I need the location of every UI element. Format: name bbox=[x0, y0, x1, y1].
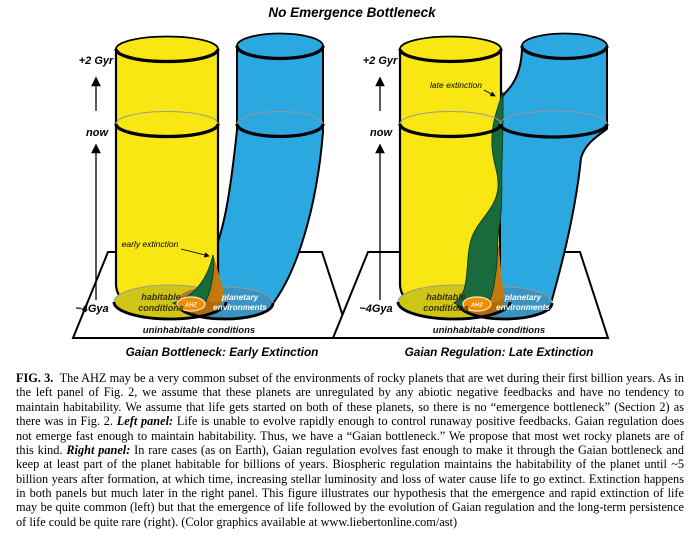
axis-label-4gya-left: ~4Gya bbox=[75, 303, 108, 315]
planetary-ellipse-frontarc-right bbox=[456, 302, 554, 321]
blue-cap-frontarc-left bbox=[235, 45, 325, 61]
planetary-label-right-line1: planetary bbox=[504, 293, 542, 302]
habitable-ellipse-backarc-right bbox=[397, 284, 511, 303]
blue-now-backarc-right bbox=[499, 110, 608, 125]
planetary-ellipse-backarc-left bbox=[176, 286, 274, 304]
caption-right-panel-lead: Right panel: bbox=[66, 442, 131, 457]
yellow-now-backarc-right bbox=[399, 111, 502, 125]
planetary-label-right-line2: environments bbox=[496, 303, 550, 312]
axis-label-4gya-right: ~4Gya bbox=[359, 303, 392, 315]
figure-caption: FIG. 3. The AHZ may be a very common sub… bbox=[16, 371, 684, 529]
caption-fig-number: FIG. 3. bbox=[16, 371, 54, 385]
early-extinction-label: early extinction bbox=[122, 239, 179, 249]
blue-now-frontarc-right bbox=[498, 123, 609, 139]
caption-segment: In rare cases (as on Earth), Gaian regul… bbox=[16, 442, 685, 529]
planetary-label-left-line2: environments bbox=[213, 303, 267, 312]
yellow-cap-frontarc-right bbox=[398, 48, 503, 64]
panel-left: +2 Gyr now ~4Gya early extinction habita… bbox=[71, 32, 352, 359]
blue-now-frontarc-left bbox=[235, 123, 325, 139]
figure-diagram: No Emergence Bottleneck +2 Gyr now bbox=[71, 5, 610, 359]
life-orange-sliver-left bbox=[206, 256, 225, 302]
uninhabitable-label-right: uninhabitable conditions bbox=[433, 325, 545, 336]
axis-label-plus2gyr-right: +2 Gyr bbox=[363, 55, 398, 67]
figure-3: No Emergence Bottleneck +2 Gyr now bbox=[16, 5, 684, 529]
uninhabitable-label-left: uninhabitable conditions bbox=[143, 325, 255, 336]
axis-label-now-left: now bbox=[86, 127, 109, 139]
panel-right: +2 Gyr now ~4Gya late extinction habitab… bbox=[331, 32, 610, 359]
caption-segment: Life is unable to evolve rapidly enough … bbox=[16, 414, 684, 457]
ahz-ellipse-left bbox=[176, 296, 206, 312]
habitable-label-left-line1: habitable bbox=[141, 292, 181, 302]
ahz-ellipse-right bbox=[462, 296, 492, 312]
habitable-label-left-line2: conditions bbox=[138, 303, 184, 313]
yellow-now-frontarc-left bbox=[114, 123, 220, 139]
habitable-label-right-line1: habitable bbox=[426, 292, 466, 302]
early-extinction-arrow bbox=[180, 248, 210, 258]
habitable-ellipse-frontarc-left bbox=[112, 301, 228, 321]
yellow-cap-frontarc-left bbox=[114, 48, 220, 64]
habitable-ellipse-frontarc-right bbox=[396, 301, 512, 321]
planetary-label-left-line1: planetary bbox=[221, 293, 259, 302]
habitable-label-right-line2: conditions bbox=[423, 303, 469, 313]
life-funnel-left bbox=[171, 254, 215, 308]
blue-cap-frontarc-right bbox=[520, 45, 609, 61]
ahz-label-right: AHZ bbox=[470, 303, 483, 309]
late-extinction-arrow bbox=[483, 89, 496, 97]
caption-left-panel-lead: Left panel: bbox=[116, 414, 174, 429]
panel-caption-left: Gaian Bottleneck: Early Extinction bbox=[126, 345, 319, 359]
caption-segment: The AHZ may be a very common subset of t… bbox=[16, 371, 685, 429]
life-band-right bbox=[452, 91, 504, 310]
habitable-cylinder-left bbox=[114, 47, 220, 316]
yellow-now-frontarc-right bbox=[398, 123, 503, 139]
panel-caption-right: Gaian Regulation: Late Extinction bbox=[405, 345, 594, 359]
blue-now-backarc-left bbox=[236, 111, 324, 125]
planetary-tube-right bbox=[499, 45, 608, 311]
ahz-label-left: AHZ bbox=[184, 303, 197, 309]
axis-label-plus2gyr-left: +2 Gyr bbox=[79, 55, 114, 67]
figure-title: No Emergence Bottleneck bbox=[268, 5, 437, 20]
yellow-now-backarc-left bbox=[115, 111, 219, 125]
late-extinction-label: late extinction bbox=[430, 80, 482, 90]
axis-label-now-right: now bbox=[370, 127, 393, 139]
